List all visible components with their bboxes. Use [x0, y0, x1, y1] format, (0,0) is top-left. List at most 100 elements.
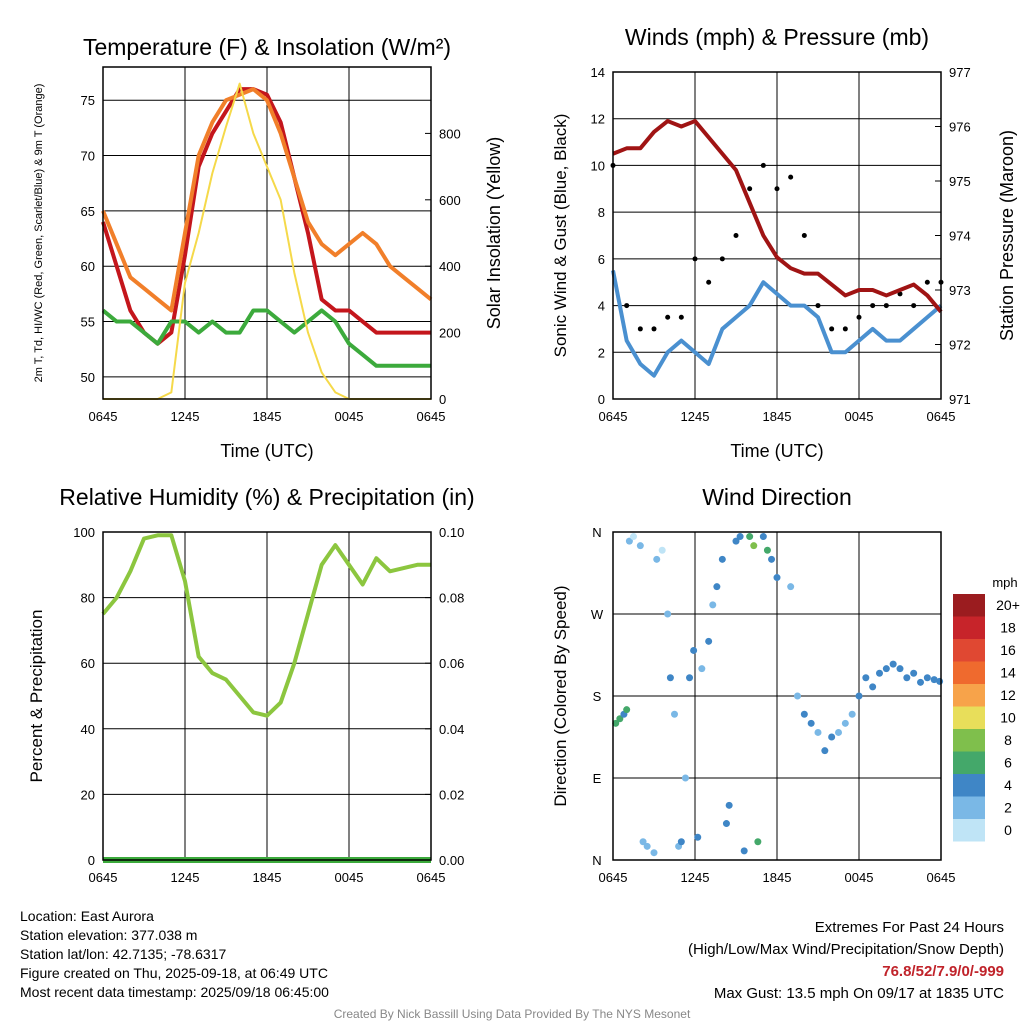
gust-point	[911, 303, 917, 309]
wind-direction-panel: 0645 1245 1845 0045 0645 N E S W N Wind Direction D…	[551, 484, 955, 885]
gust-point	[883, 303, 889, 309]
direction-point	[807, 719, 815, 727]
direction-point	[694, 833, 702, 841]
y2-tick-label: 0.06	[439, 656, 464, 671]
direction-point	[653, 555, 661, 563]
direction-point	[787, 583, 795, 591]
chart-title: Relative Humidity (%) & Precipitation (i…	[59, 484, 474, 510]
x-tick-label: 0645	[89, 870, 118, 885]
direction-label: N	[592, 525, 601, 540]
direction-point	[740, 847, 748, 855]
x-tick-label: 0645	[89, 409, 118, 424]
y2-tick-label: 0.08	[439, 591, 464, 606]
y2-tick-label: 0.10	[439, 525, 464, 540]
direction-point	[814, 728, 822, 736]
x-tick-label: 0645	[927, 870, 956, 885]
direction-point	[677, 838, 685, 846]
x-tick-label: 0045	[335, 870, 364, 885]
y2-tick-label: 975	[949, 174, 971, 189]
direction-point	[725, 801, 733, 809]
station-pressure-line	[612, 119, 943, 314]
direction-label: N	[592, 853, 601, 868]
y-tick-label: 100	[73, 525, 95, 540]
y2-tick-label: 200	[439, 326, 461, 341]
direction-point	[698, 665, 706, 673]
y-axis-label: Percent & Precipitation	[27, 610, 46, 783]
y-axis-label: 2m T, Td, HI/WC (Red, Green, Scarlet/Blu…	[33, 84, 45, 383]
direction-point	[750, 542, 758, 550]
chart-title: Winds (mph) & Pressure (mb)	[625, 24, 929, 50]
direction-point	[754, 838, 762, 846]
gust-point	[924, 279, 930, 285]
plot-border	[102, 531, 432, 861]
y-axis-label: Direction (Colored By Speed)	[551, 585, 570, 806]
plot-border	[612, 531, 942, 861]
gust-point	[651, 326, 657, 332]
x-tick-label: 1245	[681, 870, 710, 885]
direction-point	[923, 674, 931, 682]
y-tick-label: 2	[598, 345, 605, 360]
colorbar-label: 18	[1000, 620, 1016, 636]
colorbar-unit: mph	[992, 575, 1017, 590]
y-tick-label: 60	[81, 259, 95, 274]
y-axis-label: Sonic Wind & Gust (Blue, Black)	[551, 114, 570, 358]
gust-point	[637, 326, 643, 332]
direction-point	[759, 533, 767, 541]
direction-point	[768, 555, 776, 563]
y2-tick-label: 0.04	[439, 722, 464, 737]
extremes-values: 76.8/52/7.9/0/-999	[882, 963, 1004, 980]
x-tick-label: 1245	[681, 409, 710, 424]
direction-point	[869, 683, 877, 691]
y-tick-label: 4	[598, 299, 605, 314]
colorbar-cell	[953, 774, 985, 797]
direction-point	[910, 669, 918, 677]
x-tick-label: 1245	[171, 409, 200, 424]
x-tick-label: 1845	[253, 409, 282, 424]
9m-t-line	[101, 87, 433, 313]
y-tick-label: 75	[81, 93, 95, 108]
direction-point	[835, 728, 842, 736]
y2-tick-label: 974	[949, 229, 971, 244]
gust-point	[678, 314, 684, 320]
direction-point	[896, 665, 904, 673]
direction-point	[718, 555, 726, 563]
colorbar-cell	[953, 819, 985, 842]
gust-point	[829, 326, 835, 332]
extremes-info: Extremes For Past 24 Hours (High/Low/Max…	[688, 917, 1004, 1005]
speed-colorbar: mph 20+ 18 16 14 12 10 8 6 4 2 0	[953, 575, 1020, 842]
colorbar-cell	[953, 639, 985, 662]
direction-point	[889, 660, 897, 668]
y-tick-label: 10	[591, 158, 605, 173]
x-axis-label: Time (UTC)	[730, 441, 823, 461]
relative-humidity-line	[101, 533, 431, 718]
y2-axis-label: Solar Insolation (Yellow)	[484, 137, 504, 329]
direction-point	[862, 674, 870, 682]
direction-point	[936, 677, 944, 685]
sonic-wind-line	[611, 270, 943, 378]
humidity-panel: 0645 1245 1845 0045 0645 0 20 40 60 80 100 0.00 0.02…	[27, 484, 475, 885]
y2-tick-label: 976	[949, 120, 971, 135]
plot-border	[102, 66, 432, 400]
colorbar-cell	[953, 616, 985, 639]
gust-point	[706, 279, 712, 285]
colorbar-label: 14	[1000, 665, 1016, 681]
direction-point	[690, 646, 698, 654]
credit-text: Created By Nick Bassill Using Data Provi…	[333, 1007, 691, 1021]
colorbar-cell	[953, 796, 985, 819]
y-tick-label: 6	[598, 252, 605, 267]
direction-point	[623, 706, 631, 714]
y2-tick-label: 0.00	[439, 853, 464, 868]
temperature-panel: 0645 1245 1845 0045 0645 50 55 60 65 70 75 0 200 400 6…	[33, 34, 504, 461]
direction-point	[722, 820, 730, 828]
direction-point	[612, 719, 620, 727]
y-tick-label: 8	[598, 205, 605, 220]
direction-point	[773, 574, 781, 582]
gust-point	[747, 186, 753, 192]
x-tick-label: 0645	[417, 870, 446, 885]
colorbar-label: 8	[1004, 732, 1012, 748]
y-tick-label: 80	[81, 591, 95, 606]
y2-tick-label: 400	[439, 259, 461, 274]
direction-point	[630, 533, 637, 541]
direction-point	[639, 838, 647, 846]
gust-point	[733, 233, 739, 238]
